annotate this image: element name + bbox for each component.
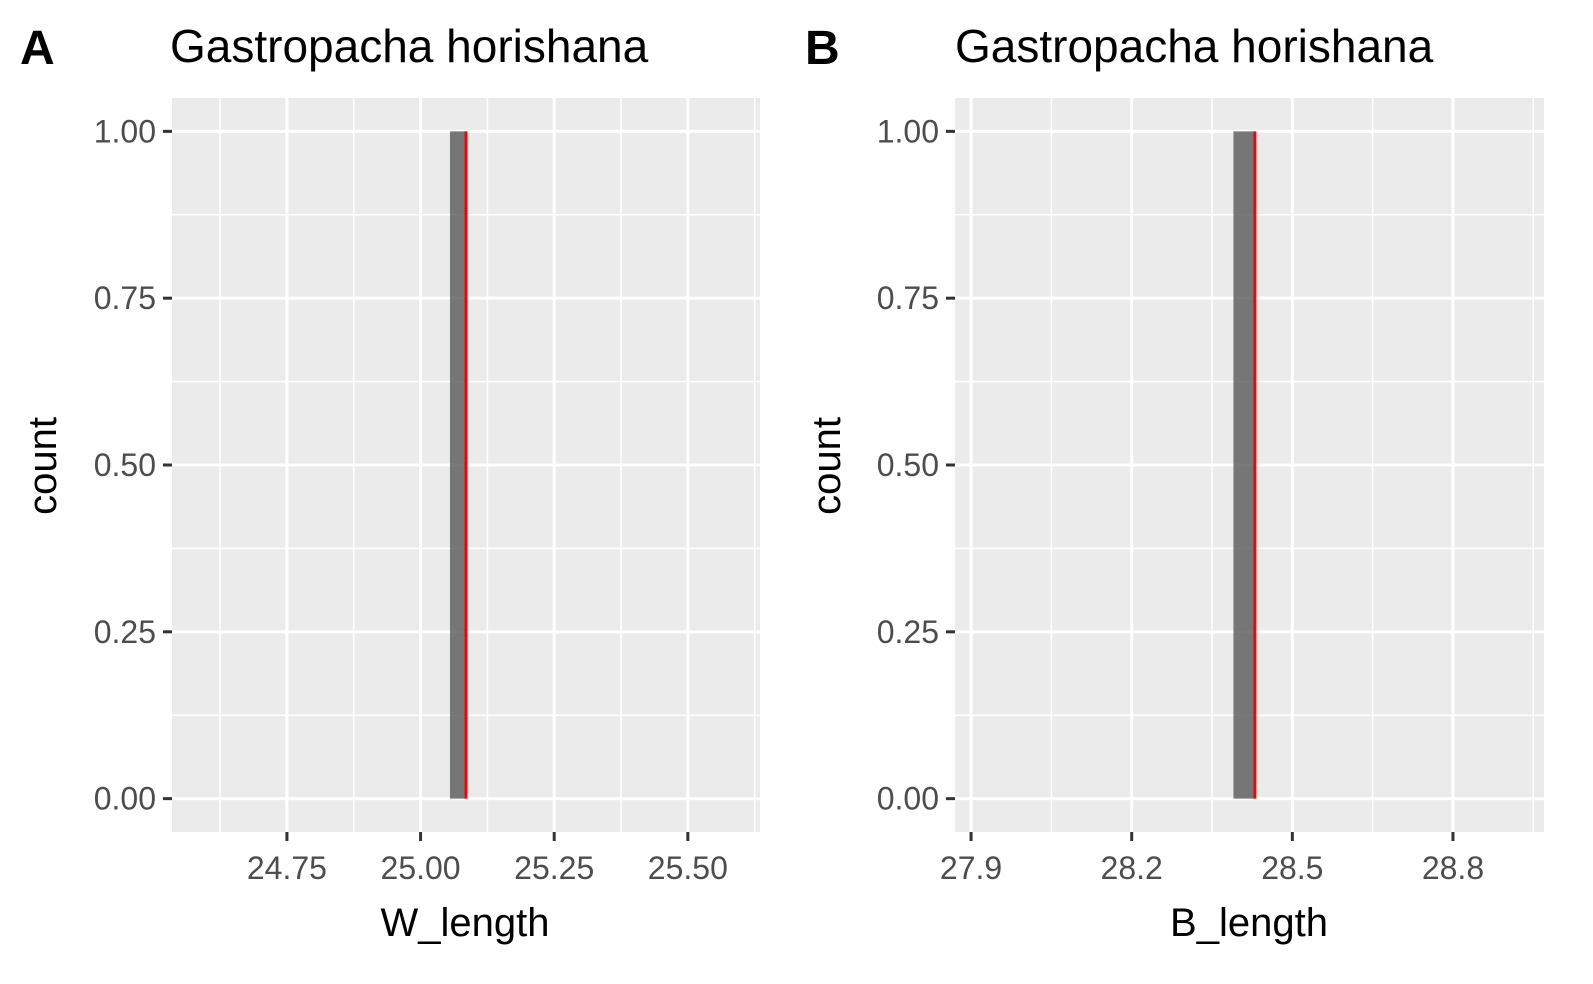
panel-a-y-tick-label: 0.25 <box>94 614 156 650</box>
panel-b-y-axis-label: count <box>805 417 849 515</box>
panel-a-y-axis-label: count <box>21 417 65 515</box>
panel-a: A Gastropacha horishana 0.00 0.25 0.50 0.75… <box>20 20 760 945</box>
panel-a-y-tick-label: 0.75 <box>94 280 156 316</box>
panel-b-histogram-bar <box>1233 131 1255 799</box>
panel-b-y-tick-label: 0.25 <box>877 614 939 650</box>
panel-a-plot: 0.00 0.25 0.50 0.75 1.00 24.75 25.00 25.25 25.50 <box>94 98 760 886</box>
panel-b-x-tick-label: 28.5 <box>1261 850 1323 886</box>
panel-a-x-axis-label: W_length <box>381 901 550 945</box>
panel-b-x-axis-label: B_length <box>1170 901 1328 945</box>
panel-b-y-tick-label: 0.75 <box>877 280 939 316</box>
panel-b-y-tick-label: 1.00 <box>877 113 939 149</box>
panel-b-x-tick-label: 27.9 <box>940 850 1002 886</box>
panel-a-x-tick-label: 25.00 <box>381 850 461 886</box>
panel-a-x-tick-label: 25.50 <box>648 850 728 886</box>
panel-a-y-tick-label: 0.00 <box>94 781 156 817</box>
panel-b-x-tick-label: 28.8 <box>1422 850 1484 886</box>
panel-a-title: Gastropacha horishana <box>170 20 649 72</box>
panel-a-y-tick-label: 1.00 <box>94 113 156 149</box>
panel-b: B Gastropacha horishana 0.00 0.25 0.50 0.75… <box>805 20 1544 945</box>
panel-b-x-tick-label: 28.2 <box>1101 850 1163 886</box>
panel-b-plot: 0.00 0.25 0.50 0.75 1.00 27.9 28.2 28.5 28.8 <box>877 98 1544 886</box>
panel-b-title: Gastropacha horishana <box>955 20 1434 72</box>
panel-b-y-tick-label: 0.00 <box>877 781 939 817</box>
panel-a-y-tick-label: 0.50 <box>94 447 156 483</box>
panel-a-histogram-bar <box>449 131 466 799</box>
panel-b-y-tick-label: 0.50 <box>877 447 939 483</box>
panel-a-x-tick-label: 24.75 <box>247 850 327 886</box>
panel-a-tag: A <box>20 22 55 75</box>
panel-b-tag: B <box>805 22 840 75</box>
panel-a-x-tick-label: 25.25 <box>514 850 594 886</box>
